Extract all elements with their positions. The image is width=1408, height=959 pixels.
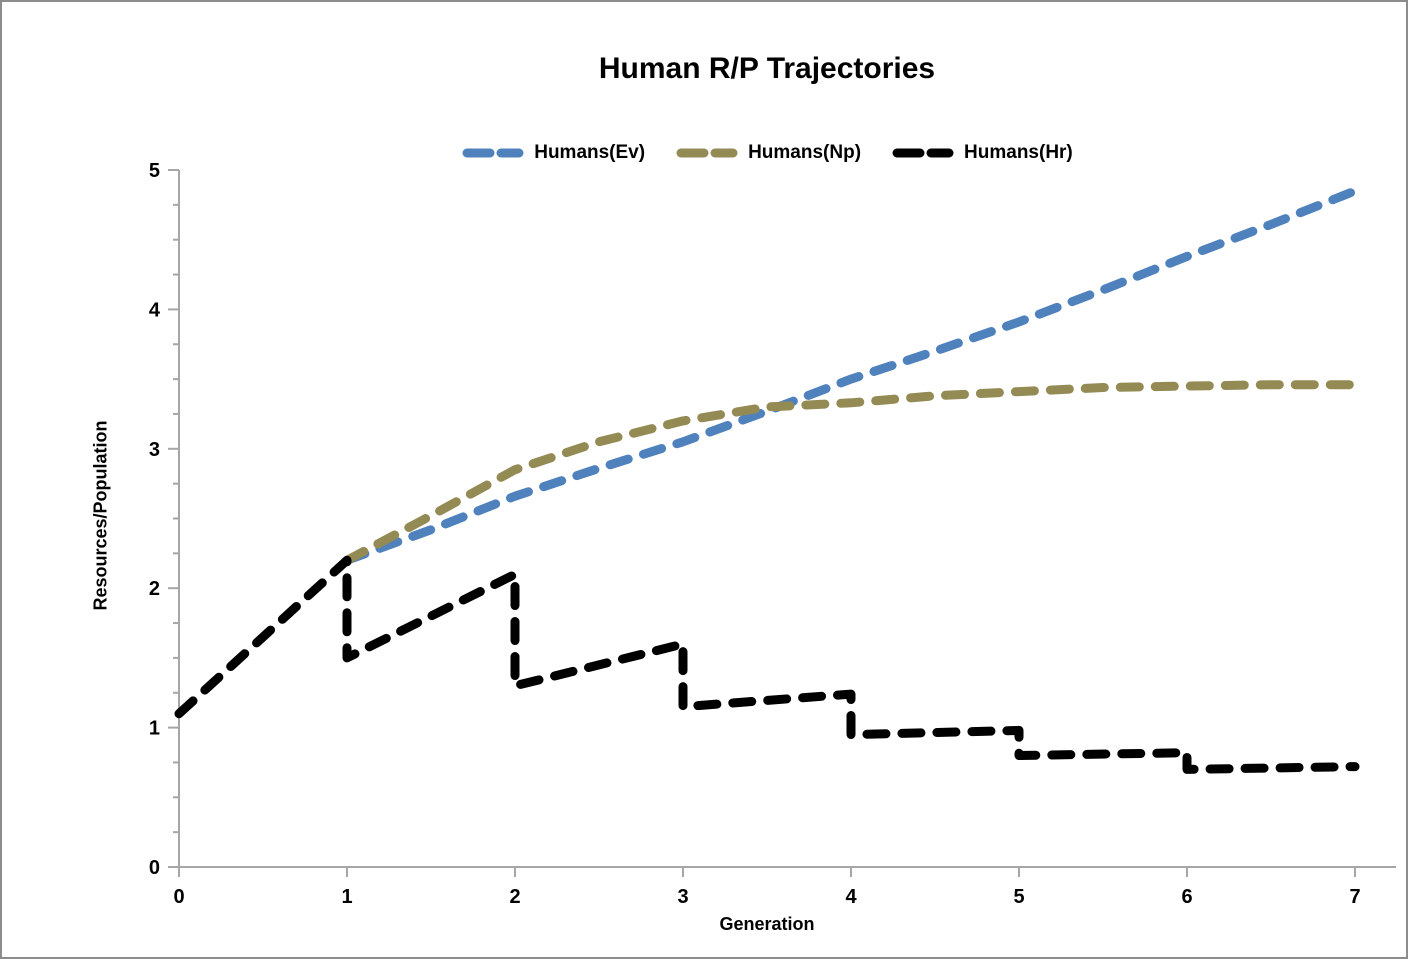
x-tick-label: 4 bbox=[845, 886, 857, 908]
y-axis-title: Resources/Population bbox=[90, 420, 111, 611]
legend-item-humans-hr-: Humans(Hr) bbox=[891, 142, 1073, 164]
x-tick-label: 7 bbox=[1349, 886, 1360, 908]
y-tick-label: 1 bbox=[149, 718, 160, 740]
x-tick-label: 2 bbox=[509, 886, 520, 908]
legend-label: Humans(Hr) bbox=[964, 142, 1073, 163]
y-tick-label: 5 bbox=[149, 160, 160, 182]
x-tick-label: 5 bbox=[1013, 886, 1024, 908]
legend-item-humans-ev-: Humans(Ev) bbox=[461, 142, 645, 164]
series-line-humans-ev- bbox=[342, 186, 1360, 565]
y-tick-label: 0 bbox=[149, 857, 160, 879]
legend-marker-humans-ev- bbox=[462, 148, 524, 158]
legend-item-humans-np-: Humans(Np) bbox=[675, 142, 861, 164]
chart-title: Human R/P Trajectories bbox=[598, 52, 936, 85]
x-tick-label: 3 bbox=[677, 886, 688, 908]
y-tick-label: 3 bbox=[149, 439, 160, 461]
x-axis-title: Generation bbox=[719, 914, 815, 934]
x-tick-label: 0 bbox=[173, 886, 184, 908]
series-line-humans-hr- bbox=[174, 555, 1360, 774]
legend-label: Humans(Ev) bbox=[534, 142, 646, 163]
legend-marker-humans-np- bbox=[676, 148, 738, 158]
series-line-humans-np- bbox=[342, 380, 1360, 565]
x-tick-label: 1 bbox=[341, 886, 352, 908]
legend-marker-humans-hr- bbox=[892, 148, 954, 158]
y-tick-label: 2 bbox=[149, 578, 160, 600]
x-tick-label: 6 bbox=[1181, 886, 1192, 908]
legend-label: Humans(Np) bbox=[748, 142, 862, 163]
y-tick-label: 4 bbox=[149, 299, 161, 321]
legend: Humans(Ev) Humans(Np) Humans(Hr) bbox=[179, 138, 1355, 168]
